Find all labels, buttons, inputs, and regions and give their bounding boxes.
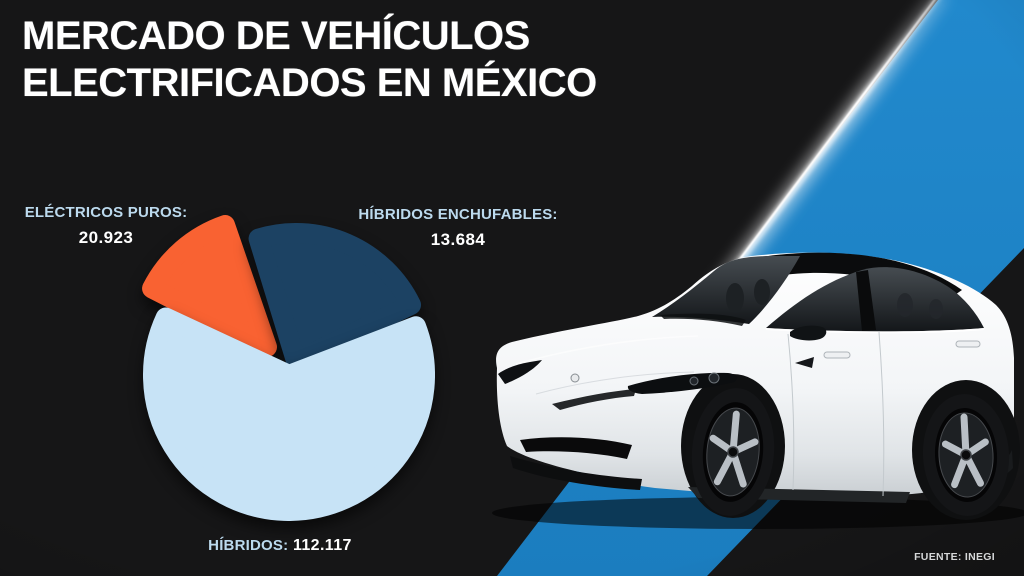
title-line-1: MERCADO DE VEHÍCULOS	[22, 14, 530, 58]
door-handle	[955, 340, 981, 348]
label-hibridos-enchufables: HÍBRIDOS ENCHUFABLES: 13.684	[354, 206, 562, 250]
front-wheel	[691, 388, 775, 516]
door-seam	[787, 333, 795, 491]
title-line-2: ELECTRIFICADOS EN MÉXICO	[22, 61, 597, 106]
slice-label: HÍBRIDOS:	[208, 537, 289, 554]
car-ground-shadow	[492, 497, 1024, 529]
source-credit: FUENTE: INEGI	[914, 551, 995, 563]
front-accent-line	[552, 389, 636, 410]
headrest	[929, 299, 943, 319]
slice-label: ELÉCTRICOS PUROS:	[24, 204, 188, 221]
seat	[754, 279, 770, 305]
far-headlight	[498, 360, 542, 384]
bumper-intake	[520, 437, 632, 459]
bumper-chin	[510, 456, 642, 490]
headlight-lens	[708, 372, 720, 384]
label-hibridos: HÍBRIDOS: 112.117	[150, 537, 410, 555]
rear-wheel	[922, 394, 1010, 516]
windshield	[652, 256, 800, 324]
fender-camera	[795, 357, 814, 368]
seat	[726, 283, 744, 313]
side-mirror	[790, 325, 827, 341]
label-electricos-puros: ELÉCTRICOS PUROS: 20.923	[14, 204, 198, 248]
hood-crease	[515, 335, 699, 365]
door-seam	[878, 331, 885, 497]
slice-label: HÍBRIDOS ENCHUFABLES:	[358, 206, 558, 223]
dashboard	[660, 313, 746, 326]
door-handle	[823, 351, 851, 359]
headrest	[897, 293, 913, 317]
headlight-lens	[689, 376, 699, 386]
pie-slice	[143, 307, 435, 521]
hood-crease	[535, 371, 695, 395]
brand-emblem	[570, 373, 580, 383]
slice-value: 20.923	[78, 228, 134, 247]
page-title: MERCADO DE VEHÍCULOS ELECTRIFICADOS EN M…	[22, 13, 597, 107]
b-pillar	[856, 270, 876, 331]
pie-slice	[142, 215, 277, 357]
slice-value: 13.684	[430, 230, 486, 249]
side-windows	[766, 267, 984, 332]
slice-value: 112.117	[292, 537, 352, 554]
pie-slice	[248, 223, 422, 371]
